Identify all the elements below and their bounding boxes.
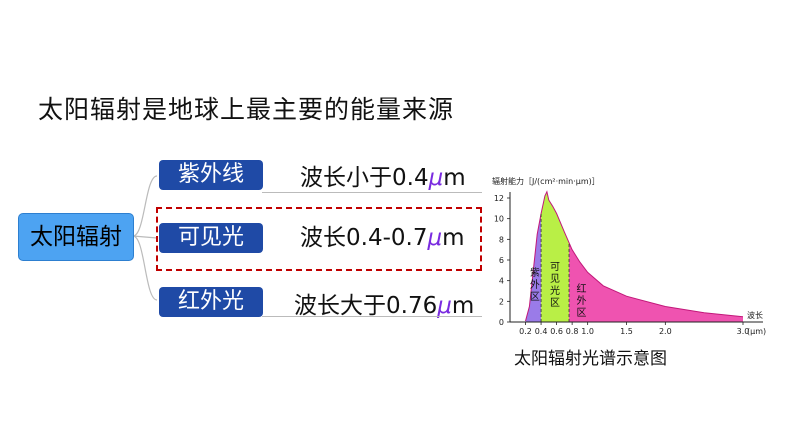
region-label-ir: 红 [576,282,586,295]
underline-uv [262,192,482,193]
x-tick-label: 2.0 [659,327,672,336]
y-tick-label: 4 [499,277,504,286]
y-tick-label: 0 [499,318,504,327]
region-label-ir: 区 [576,307,586,319]
region-label-visible: 见 [550,273,560,285]
micro-symbol: μ [428,165,444,191]
y-tick-label: 2 [499,297,504,306]
desc-ultraviolet: 波长小于0.4μm [300,158,466,192]
region-label-visible: 区 [550,297,560,309]
desc-visible: 波长0.4-0.7μm [300,218,465,252]
branch-ultraviolet: 紫外线 [159,160,263,190]
micro-symbol: μ [437,293,452,319]
underline-ir [262,316,482,317]
connector-uv [132,175,158,237]
desc-uv-suffix: m [443,165,466,191]
desc-visible-prefix: 波长0.4-0.7 [300,225,428,251]
region-label-uv: 外 [530,279,540,291]
highlight-dashed-box [156,207,482,271]
x-axis-label: 波长 [747,310,763,320]
x-axis-unit: (μm) [747,327,766,336]
x-tick-label: 3.0 [737,327,750,336]
y-axis-label: 辐射能力［J/(cm²·min·μm)］ [492,176,600,186]
connector-ir [132,235,158,301]
region-label-ir: 外 [576,295,586,307]
spectrum-region-0 [525,213,542,322]
connector-visible [132,235,158,239]
y-tick-label: 12 [494,194,504,203]
region-label-uv: 紫 [530,267,540,279]
desc-ir-suffix: m [451,293,475,319]
x-tick-label: 0.4 [535,327,548,336]
x-tick-label: 0.8 [566,327,579,336]
y-tick-label: 10 [494,215,504,224]
y-tick-label: 6 [499,256,504,265]
spectrum-region-2 [569,242,743,322]
desc-infrared: 波长大于0.76μm [294,286,474,320]
region-label-visible: 可 [550,262,560,273]
region-label-uv: 区 [530,291,540,303]
x-tick-label: 0.6 [550,327,563,336]
x-tick-label: 0.2 [519,327,532,336]
page-title: 太阳辐射是地球上最主要的能量来源 [38,95,455,124]
solar-spectrum-chart: 0 2 4 6 8 10 12 0.2 0.4 0.6 0.8 1.0 1.5 2.0 3.0 辐射能力［J/… [492,176,766,336]
desc-visible-suffix: m [442,225,465,251]
micro-symbol: μ [427,225,443,251]
y-tick-label: 8 [499,235,504,244]
spectrum-region-1 [541,191,569,322]
x-tick-label: 1.5 [620,327,633,336]
branch-infrared: 红外光 [159,287,263,317]
spectrum-curve [525,190,744,322]
region-label-visible: 光 [550,284,560,297]
desc-ir-prefix: 波长大于0.76 [294,293,438,319]
chart-caption: 太阳辐射光谱示意图 [514,349,667,369]
branch-visible-light: 可见光 [159,223,263,253]
root-node-solar-radiation: 太阳辐射 [18,213,134,261]
desc-uv-prefix: 波长小于0.4 [300,165,429,191]
x-tick-label: 1.0 [581,327,594,336]
